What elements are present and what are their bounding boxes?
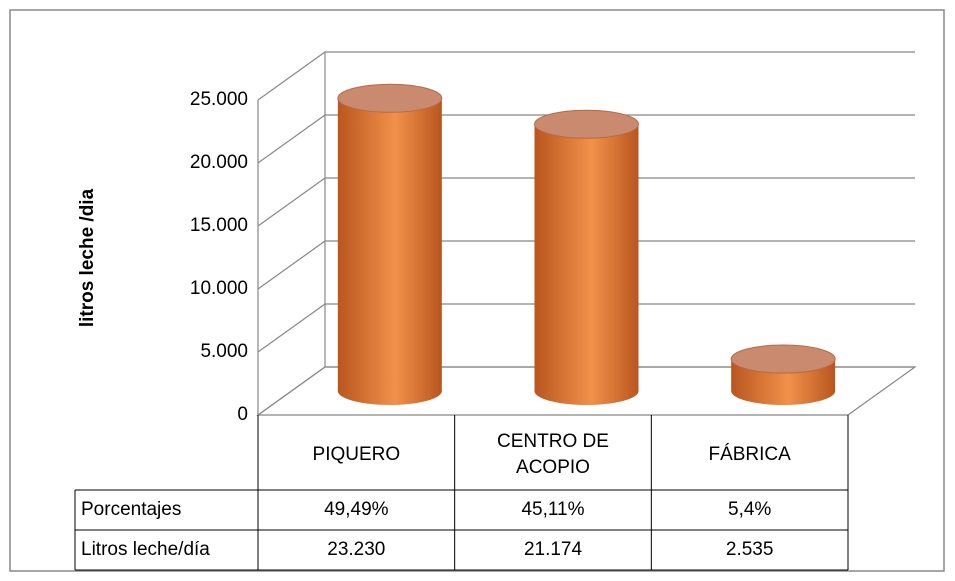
x-tick-label: PIQUERO: [258, 419, 455, 490]
table-value: 49,49%: [324, 499, 389, 520]
category-cell: CENTRO DE ACOPIO: [455, 419, 652, 490]
cylinder-top: [337, 83, 443, 113]
category-cell: PIQUERO: [258, 419, 455, 490]
row-label: Porcentajes: [81, 499, 181, 520]
y-tick-label: 0: [237, 404, 248, 425]
grid-line: [257, 51, 915, 101]
grid-line: [257, 240, 915, 290]
grid-line: [257, 114, 915, 164]
grid-line: [257, 366, 915, 416]
grid-line: [257, 303, 915, 353]
x-tick-label: CENTRO DE ACOPIO: [455, 419, 652, 490]
cylinder-top: [534, 109, 639, 139]
y-axis-title: litros leche /dia: [77, 188, 98, 327]
y-tick-label: 15.000: [190, 215, 248, 236]
table-value: 21.174: [524, 539, 583, 560]
table-value: 2.535: [726, 539, 774, 560]
table-value: 45,11%: [521, 499, 584, 520]
table-value: 5,4%: [728, 499, 771, 520]
x-tick-label: FÁBRICA: [651, 419, 848, 490]
x-tick-text: PIQUERO: [312, 443, 401, 465]
x-tick-text: FÁBRICA: [708, 443, 791, 465]
y-tick-label: 5.000: [200, 341, 248, 362]
y-tick-label: 10.000: [190, 278, 248, 299]
chart-border: [9, 9, 945, 572]
x-tick-text: CENTRO DE ACOPIO: [497, 430, 609, 478]
category-cell: FÁBRICA: [651, 419, 848, 490]
grid-line: [257, 177, 915, 227]
cylinder: [337, 98, 442, 406]
cylinder: [534, 124, 639, 406]
y-tick-label: 20.000: [190, 152, 248, 173]
table-value: 23.230: [327, 539, 385, 560]
y-tick-label: 25.000: [190, 89, 248, 110]
row-label: Litros leche/día: [81, 539, 210, 560]
cylinder-top: [730, 344, 836, 374]
